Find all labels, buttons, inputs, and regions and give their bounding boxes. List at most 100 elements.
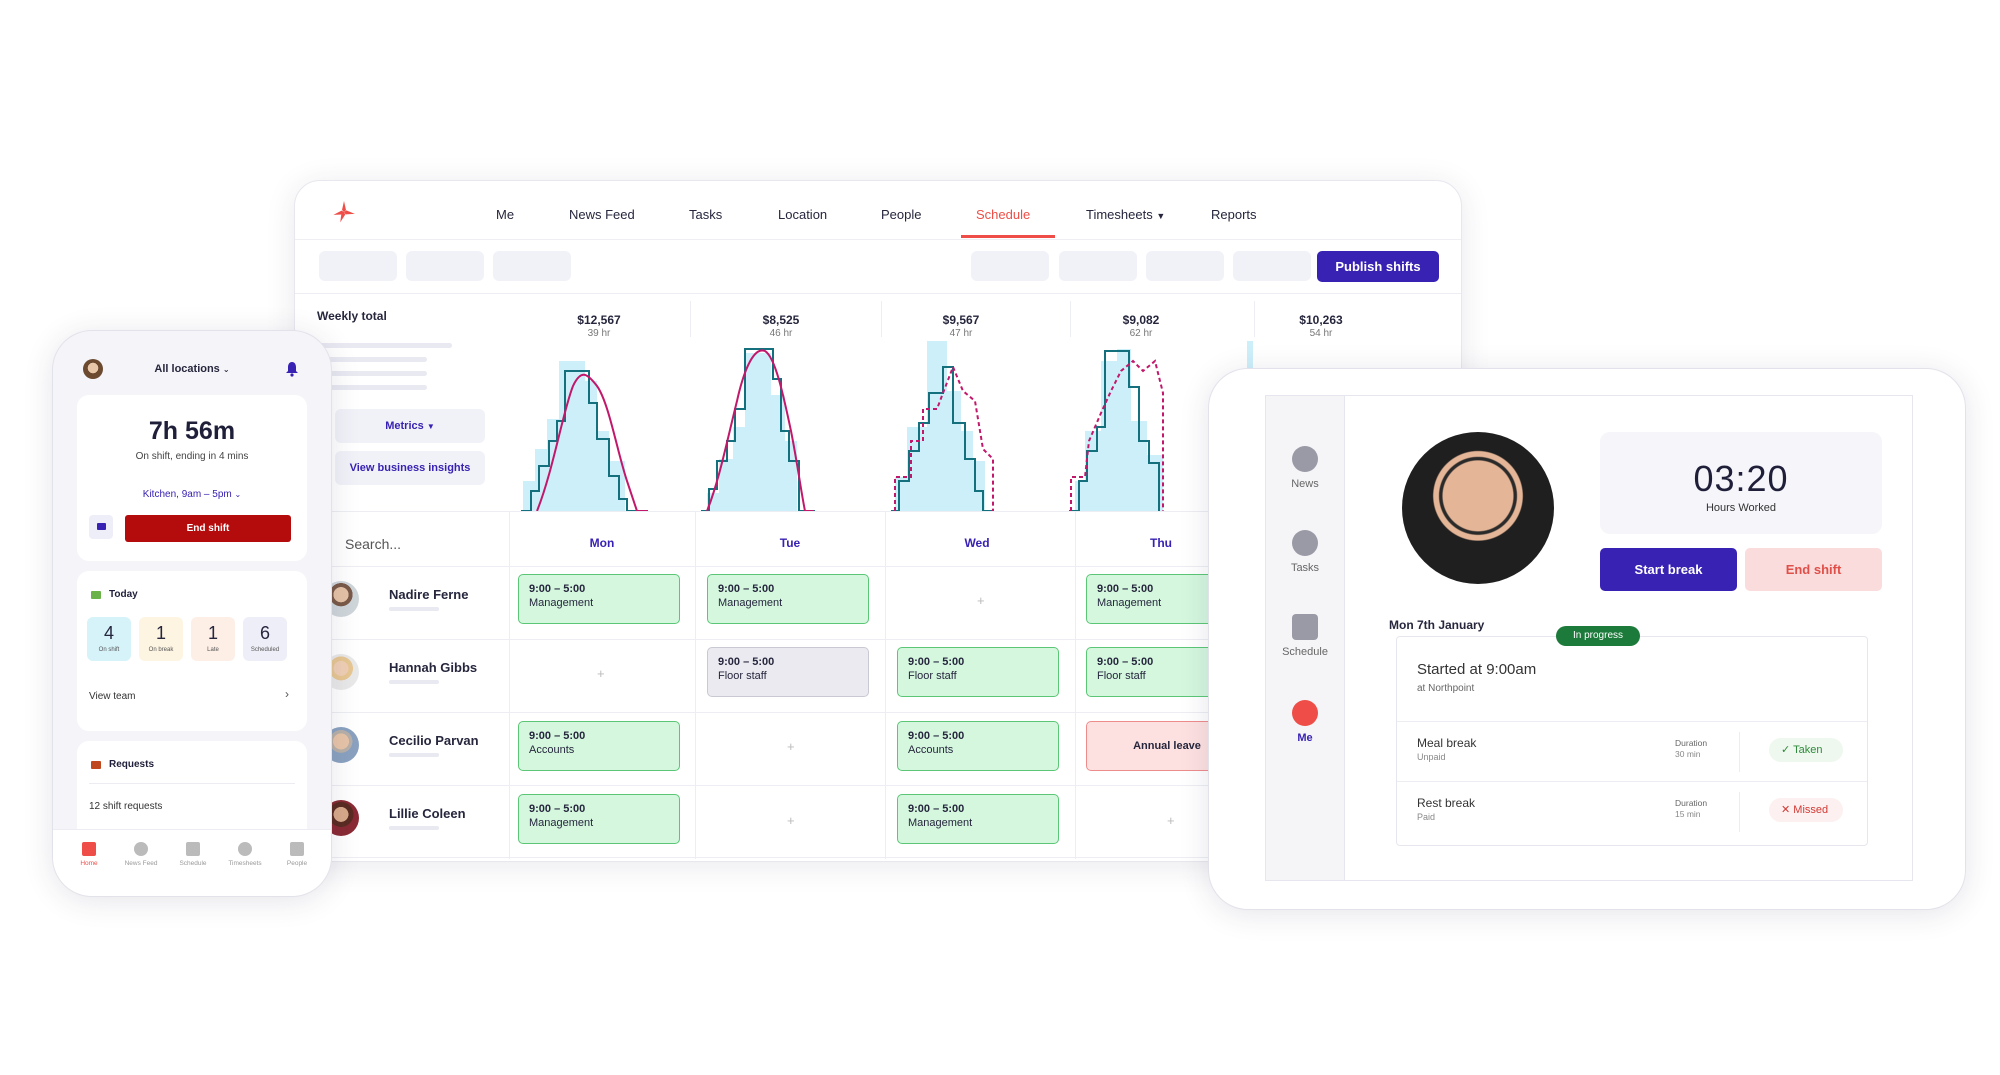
day-total-amount: $9,082 [1122, 313, 1160, 327]
nav-location[interactable]: Location [778, 207, 828, 222]
bottom-tab-bar: Home News Feed Schedule Timesheets Peopl… [53, 829, 331, 896]
end-shift-button[interactable]: End shift [1745, 548, 1882, 591]
sidebar-item-label: Schedule [1282, 646, 1328, 658]
shift-block[interactable]: 9:00 – 5:00 Accounts [518, 721, 680, 771]
break-type: Unpaid [1417, 752, 1446, 762]
nav-people[interactable]: People [881, 207, 922, 222]
notification-bell-icon[interactable] [285, 361, 299, 377]
stat-on-break[interactable]: 1 On break [139, 617, 183, 661]
nav-reports[interactable]: Reports [1211, 207, 1257, 222]
end-shift-button[interactable]: End shift [125, 515, 291, 542]
shift-block[interactable]: 9:00 – 5:00 Floor staff [707, 647, 869, 697]
nav-me[interactable]: Me [496, 207, 515, 222]
toolbar-placeholder[interactable] [1233, 251, 1311, 281]
day-header-thu[interactable]: Thu [1150, 536, 1172, 550]
shift-role: Management [908, 817, 973, 829]
sidebar-item-news[interactable]: News [1266, 446, 1344, 490]
shift-requests-count[interactable]: 12 shift requests [89, 801, 163, 812]
nav-tasks[interactable]: Tasks [689, 207, 723, 222]
shift-status: On shift, ending in 4 mins [135, 451, 249, 462]
coffee-break-icon[interactable] [89, 515, 113, 539]
tab-timesheets[interactable]: Timesheets [219, 842, 271, 867]
day-header-wed[interactable]: Wed [964, 536, 990, 550]
stat-on-shift[interactable]: 4 On shift [87, 617, 131, 661]
brand-logo-icon[interactable] [331, 199, 357, 225]
shift-time: 9:00 – 5:00 [718, 583, 775, 595]
location-selector[interactable]: All locations ⌄ [53, 363, 331, 375]
view-team-link[interactable]: View team [89, 691, 136, 702]
requests-label: Requests [109, 759, 155, 770]
shift-block[interactable]: 9:00 – 5:00 Management [897, 794, 1059, 844]
chart-day-tue [701, 348, 815, 512]
check-circle-icon [1292, 530, 1318, 556]
tab-label: News Feed [124, 860, 158, 867]
divider [695, 511, 696, 859]
close-icon: ✕ [1781, 804, 1791, 816]
profile-photo [1402, 432, 1554, 584]
add-shift-button[interactable]: + [597, 666, 605, 681]
shift-block[interactable]: 9:00 – 5:00 Management [707, 574, 869, 624]
skeleton-line [389, 680, 439, 684]
add-shift-button[interactable]: + [977, 593, 985, 608]
calendar-icon [91, 591, 101, 599]
shift-block[interactable]: 9:00 – 5:00 Accounts [897, 721, 1059, 771]
toolbar-placeholder[interactable] [319, 251, 397, 281]
toolbar-placeholder[interactable] [406, 251, 484, 281]
shift-detail-dropdown[interactable]: Kitchen, 9am – 5pm ⌄ [77, 489, 307, 500]
divider [295, 566, 1461, 567]
publish-shifts-button[interactable]: Publish shifts [1317, 251, 1439, 282]
stat-label: On break [148, 647, 174, 653]
shift-time: 9:00 – 5:00 [529, 583, 586, 595]
hours-worked-label: Hours Worked [1705, 502, 1777, 514]
toolbar-placeholder[interactable] [1059, 251, 1137, 281]
duration-label: Duration [1675, 798, 1708, 808]
shift-block[interactable]: 9:00 – 5:00 Management [518, 574, 680, 624]
forecast-line [1070, 359, 1164, 511]
tab-people[interactable]: People [271, 842, 323, 867]
shift-role: Management [718, 597, 783, 609]
sidebar-item-tasks[interactable]: Tasks [1266, 530, 1344, 574]
duration-value: 30 min [1675, 749, 1701, 759]
add-shift-button[interactable]: + [1167, 813, 1175, 828]
start-break-button[interactable]: Start break [1600, 548, 1737, 591]
tab-schedule[interactable]: Schedule [167, 842, 219, 867]
toolbar-placeholder[interactable] [971, 251, 1049, 281]
today-label: Today [109, 589, 138, 600]
nav-timesheets[interactable]: Timesheets ▼ [1086, 207, 1165, 222]
nav-schedule[interactable]: Schedule [976, 207, 1031, 222]
nav-news-feed[interactable]: News Feed [569, 207, 635, 222]
tablet-screen: News Tasks Schedule Me 03:20 Hours Worke… [1265, 395, 1913, 881]
sidebar-item-me[interactable]: Me [1266, 700, 1344, 744]
view-business-insights-button[interactable]: View business insights [335, 451, 485, 485]
divider [295, 712, 1461, 713]
stat-scheduled[interactable]: 6 Scheduled [243, 617, 287, 661]
tab-news-feed[interactable]: News Feed [115, 842, 167, 867]
metrics-dropdown[interactable]: Metrics ▼ [335, 409, 485, 443]
avatar[interactable] [83, 359, 103, 379]
shift-block[interactable]: 9:00 – 5:00 Floor staff [897, 647, 1059, 697]
stat-late[interactable]: 1 Late [191, 617, 235, 661]
add-shift-button[interactable]: + [787, 813, 795, 828]
employee-name: Lillie Coleen [389, 806, 466, 821]
break-row: Rest break Paid Duration 15 min ✕ Missed [1397, 781, 1867, 842]
toolbar-placeholder[interactable] [1146, 251, 1224, 281]
toolbar-placeholder[interactable] [493, 251, 571, 281]
day-header-mon[interactable]: Mon [589, 536, 615, 550]
shift-role: Floor staff [908, 670, 957, 682]
requests-icon [91, 761, 101, 769]
forecast-line [894, 364, 994, 511]
add-shift-button[interactable]: + [787, 739, 795, 754]
employee-name: Cecilio Parvan [389, 733, 479, 748]
shift-block[interactable]: 9:00 – 5:00 Management [518, 794, 680, 844]
forecast-line [536, 373, 648, 512]
staffing-chart [521, 341, 1253, 512]
divider [1075, 511, 1076, 859]
tab-label: Home [80, 860, 98, 867]
day-header-tue[interactable]: Tue [779, 536, 801, 550]
divider [295, 785, 1461, 786]
sidebar-item-schedule[interactable]: Schedule [1266, 614, 1344, 658]
search-input[interactable]: Search... [345, 536, 402, 552]
tab-home[interactable]: Home [63, 842, 115, 867]
scheduled-step-line [521, 370, 641, 512]
chevron-right-icon[interactable]: › [285, 687, 289, 701]
